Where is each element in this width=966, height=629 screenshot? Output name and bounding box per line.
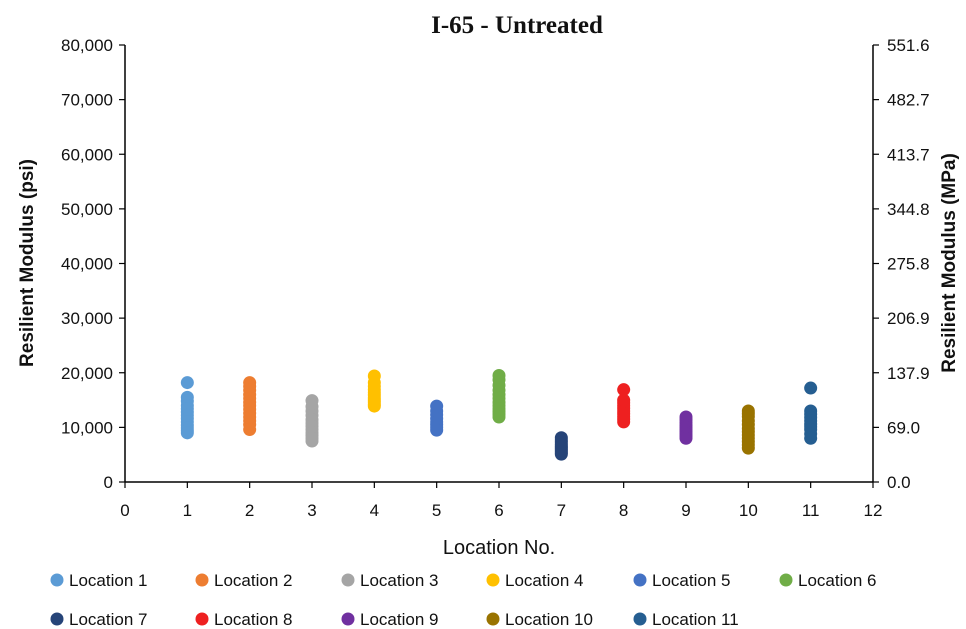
x-tick-label: 12 (864, 501, 883, 520)
legend-label: Location 8 (214, 610, 292, 629)
data-points (180, 368, 818, 461)
data-point-location-6 (492, 410, 506, 424)
legend-label: Location 2 (214, 571, 292, 590)
legend-label: Location 3 (360, 571, 438, 590)
y2-tick-label: 137.9 (887, 364, 930, 383)
legend-marker (50, 612, 64, 626)
y-axis-ticks: 0 10,000 20,000 30,000 40,000 50,000 60,000 70,… (61, 36, 125, 492)
data-point-location-1 (180, 426, 194, 440)
legend-marker (195, 573, 209, 587)
x-axis-title: Location No. (443, 537, 555, 559)
data-point-location-1 (180, 376, 194, 390)
legend-label: Location 11 (652, 610, 739, 629)
y2-tick-label: 0.0 (887, 473, 911, 492)
legend-label: Location 1 (69, 571, 147, 590)
data-point-location-3 (305, 434, 319, 448)
y-tick-label: 20,000 (61, 364, 113, 383)
y-tick-label: 50,000 (61, 200, 113, 219)
x-tick-label: 7 (557, 501, 566, 520)
y-tick-label: 70,000 (61, 91, 113, 110)
x-tick-label: 2 (245, 501, 254, 520)
x-tick-label: 3 (307, 501, 316, 520)
x-tick-label: 6 (494, 501, 503, 520)
legend-marker (195, 612, 209, 626)
x-tick-label: 5 (432, 501, 441, 520)
y-tick-label: 30,000 (61, 309, 113, 328)
legend-marker (633, 573, 647, 587)
y2-tick-label: 413.7 (887, 145, 930, 164)
y2-tick-label: 482.7 (887, 91, 930, 110)
legend-label: Location 6 (798, 571, 876, 590)
x-tick-label: 1 (183, 501, 192, 520)
x-axis-ticks: 0 1 2 3 4 5 6 7 8 9 10 11 12 (120, 482, 882, 520)
data-point-location-11 (804, 381, 818, 395)
legend-label: Location 9 (360, 610, 438, 629)
data-point-location-2 (243, 423, 257, 437)
data-point-location-10 (741, 441, 755, 455)
legend-label: Location 10 (505, 610, 593, 629)
y2-tick-label: 69.0 (887, 418, 920, 437)
data-point-location-5 (430, 423, 444, 437)
legend-marker (633, 612, 647, 626)
legend-label: Location 4 (505, 571, 583, 590)
y-tick-label: 40,000 (61, 255, 113, 274)
x-tick-label: 4 (370, 501, 379, 520)
data-point-location-11 (804, 431, 818, 445)
x-tick-label: 10 (739, 501, 758, 520)
x-tick-label: 9 (681, 501, 690, 520)
y2-axis-title: Resilient Modulus (MPa) (939, 153, 960, 373)
y-tick-label: 60,000 (61, 145, 113, 164)
legend-marker (779, 573, 793, 587)
y2-tick-label: 206.9 (887, 309, 930, 328)
data-point-location-4 (367, 399, 381, 413)
y-tick-label: 10,000 (61, 418, 113, 437)
y-axis-title: Resilient Modulus (psi) (17, 159, 38, 367)
y2-axis-ticks: 0.0 69.0 137.9 206.9 275.8 344.8 413.7 482.7 551… (873, 36, 930, 492)
y-tick-label: 80,000 (61, 36, 113, 55)
legend-marker (486, 612, 500, 626)
chart-title: I-65 - Untreated (431, 12, 603, 39)
data-point-location-9 (679, 431, 693, 445)
x-tick-label: 0 (120, 501, 129, 520)
x-tick-label: 8 (619, 501, 628, 520)
legend-marker (486, 573, 500, 587)
y2-tick-label: 551.6 (887, 36, 930, 55)
legend-label: Location 5 (652, 571, 730, 590)
data-point-location-7 (554, 447, 568, 461)
data-point-location-8 (617, 383, 631, 397)
legend-marker (341, 612, 355, 626)
legend-marker (341, 573, 355, 587)
y2-tick-label: 344.8 (887, 200, 930, 219)
legend: Location 1 Location 2 Location 3 Location 4… (50, 571, 876, 629)
y2-tick-label: 275.8 (887, 255, 930, 274)
data-point-location-8 (617, 415, 631, 429)
x-tick-label: 11 (802, 501, 820, 520)
legend-marker (50, 573, 64, 587)
y-tick-label: 0 (104, 473, 113, 492)
legend-label: Location 7 (69, 610, 147, 629)
